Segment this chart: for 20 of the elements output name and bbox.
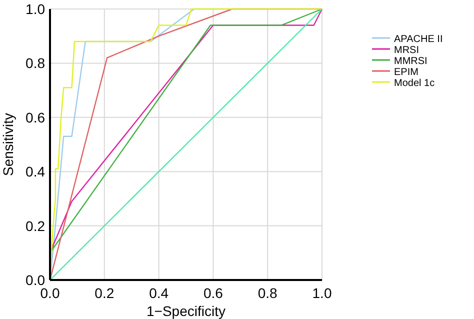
legend-label: EPIM bbox=[394, 67, 418, 78]
x-tick-label: 0.8 bbox=[258, 285, 278, 301]
y-tick-label: 0.0 bbox=[26, 272, 46, 288]
y-tick-label: 1.0 bbox=[26, 1, 46, 17]
legend-label: MMRSI bbox=[394, 56, 428, 67]
y-tick-label: 0.6 bbox=[26, 109, 46, 126]
legend-label: Model 1c bbox=[394, 78, 435, 89]
x-tick-label: 1.0 bbox=[312, 285, 332, 301]
line-series bbox=[49, 8, 323, 281]
x-tick-label: 0.6 bbox=[203, 285, 224, 301]
legend-label: APACHE II bbox=[394, 34, 443, 45]
y-tick-label: 0.4 bbox=[26, 164, 46, 180]
x-axis-title: 1−Specificity bbox=[146, 303, 226, 319]
y-tick-label: 0.2 bbox=[26, 218, 46, 234]
x-tick-label: 0.4 bbox=[149, 285, 169, 301]
y-tick-label: 0.8 bbox=[26, 55, 46, 72]
x-tick-label: 0.0 bbox=[40, 285, 60, 301]
y-axis-title: Sensitivity bbox=[0, 112, 16, 176]
legend-label: MRSI bbox=[394, 45, 419, 56]
x-tick-label: 0.2 bbox=[94, 285, 114, 301]
